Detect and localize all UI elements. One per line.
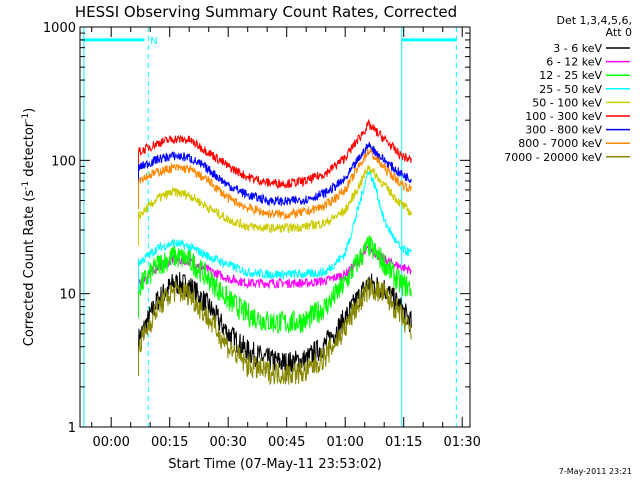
x-tick-label: 00:15 — [151, 435, 188, 450]
x-tick-label: 01:15 — [385, 435, 422, 450]
x-tick-label: 01:00 — [326, 435, 363, 450]
series-line — [138, 141, 412, 207]
series-line — [138, 118, 412, 190]
legend-header: Det 1,3,4,5,6, — [556, 14, 632, 27]
legend-entry-label: 50 - 100 keV — [532, 96, 602, 109]
legend-entry-label: 6 - 12 keV — [546, 56, 602, 69]
x-tick-label: 00:00 — [92, 435, 129, 450]
legend-entry-label: 7000 - 20000 keV — [504, 151, 602, 164]
chart-title: HESSI Observing Summary Count Rates, Cor… — [75, 3, 457, 21]
legend-entry-label: 800 - 7000 keV — [518, 137, 602, 150]
series-line — [138, 278, 412, 386]
series-lines — [138, 118, 412, 386]
night-label: N — [150, 36, 157, 47]
x-axis-label: Start Time (07-May-11 23:53:02) — [168, 457, 382, 472]
timestamp: 7-May-2011 23:21 — [559, 467, 632, 476]
series-line — [138, 170, 412, 293]
legend-entry-label: 25 - 50 keV — [539, 83, 602, 96]
y-axis-label-main: Corrected Count Rate (s — [22, 190, 37, 347]
legend-entry-label: 3 - 6 keV — [553, 42, 602, 55]
y-tick-label: 100 — [51, 154, 76, 169]
y-axis-label-mid: detector — [22, 121, 37, 181]
legend-entry-label: 300 - 800 keV — [525, 124, 602, 137]
y-tick-label: 10 — [59, 288, 76, 303]
x-tick-label: 00:45 — [268, 435, 305, 450]
legend-entry-label: 12 - 25 keV — [539, 69, 602, 82]
plot-frame — [79, 26, 471, 428]
series-line — [138, 235, 412, 334]
series-line — [138, 147, 412, 221]
x-tick-label: 01:30 — [443, 435, 480, 450]
series-line — [138, 165, 412, 246]
legend-header: Att 0 — [606, 26, 632, 39]
x-tick-label: 00:30 — [209, 435, 246, 450]
y-tick-label: 1 — [68, 421, 76, 436]
legend-entry-label: 100 - 300 keV — [525, 110, 602, 123]
y-axis-label-end: ) — [22, 108, 37, 113]
plot-area: N 1 10 100 1000 00:00 00:15 00:30 00:45 01:00 01:… — [43, 21, 481, 450]
y-axis-label: Corrected Count Rate (s-1 detector-1) — [21, 108, 37, 346]
y-tick-label: 1000 — [43, 21, 76, 36]
y-axis-label-sup1: -1 — [21, 181, 31, 190]
y-axis-label-sup2: -1 — [21, 113, 31, 122]
